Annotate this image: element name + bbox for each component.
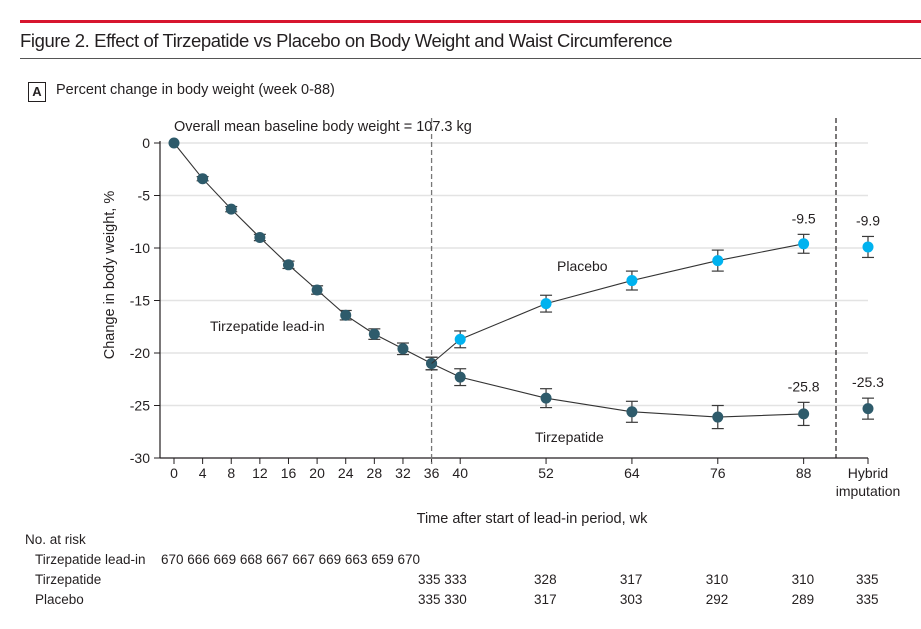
y-tick-label: -10	[130, 240, 150, 256]
placebo-end-value-label: -9.5	[792, 210, 816, 226]
risk-cell: 328	[534, 572, 557, 587]
risk-cell: 335 333	[418, 572, 467, 587]
x-tick-label: 36	[424, 465, 440, 481]
risk-cell: 335	[856, 592, 879, 607]
y-axis-label: Change in body weight, %	[102, 191, 118, 360]
tirzepatide-lead-in-point	[368, 328, 380, 340]
risk-cell: 317	[619, 572, 643, 587]
placebo-point	[798, 238, 810, 250]
placebo-point	[540, 298, 552, 310]
tirzepatide-lead-in-point	[397, 343, 409, 355]
series-label-lead-in: Tirzepatide lead-in	[210, 318, 325, 334]
placebo-point	[712, 255, 724, 267]
panel-title: Percent change in body weight (week 0-88…	[56, 82, 335, 98]
y-tick-label: -15	[130, 293, 150, 309]
tirzepatide-lead-in-point	[168, 137, 180, 149]
risk-row-label-lead-in: Tirzepatide lead-in	[35, 552, 146, 567]
risk-row-label-tirzepatide: Tirzepatide	[35, 572, 102, 587]
figure-title: Figure 2. Effect of Tirzepatide vs Place…	[20, 30, 673, 51]
tirzepatide-lead-in-point	[197, 173, 209, 185]
tirzepatide-lead-in-point	[254, 232, 266, 243]
x-tick-label-hybrid: Hybrid	[848, 465, 888, 481]
x-tick-label: 64	[624, 465, 640, 481]
header-accent-rule	[20, 20, 921, 23]
tirzepatide-point	[798, 408, 810, 420]
tirzepatide-lead-in-point	[225, 203, 237, 215]
x-tick-label: 8	[227, 465, 235, 481]
tirzepatide-line	[431, 363, 804, 418]
series-label-tirzepatide: Tirzepatide	[535, 429, 604, 445]
axes: 0 -5 -10 -15 -20 -25 -30 0 4 8 12 16 20 24 28 32 36 40 52 6…	[130, 118, 901, 499]
tirzepatide-hybrid-point	[862, 403, 874, 415]
placebo-point	[454, 333, 466, 345]
x-tick-label: 88	[796, 465, 812, 481]
risk-table-heading: No. at risk	[25, 532, 86, 547]
tirzepatide-hybrid-value-label: -25.3	[852, 374, 884, 390]
risk-cell: 335	[856, 572, 879, 587]
placebo-line	[431, 243, 804, 364]
baseline-annotation: Overall mean baseline body weight = 107.…	[174, 119, 472, 135]
placebo-hybrid-point	[862, 241, 874, 253]
risk-row-label-placebo: Placebo	[35, 592, 84, 607]
y-tick-label: -5	[138, 188, 151, 204]
x-tick-label: 12	[252, 465, 268, 481]
risk-cell: 289	[791, 592, 815, 607]
risk-cell: 303	[619, 592, 643, 607]
series-layer: -25.8 -25.3 -9.5 -9.9	[168, 137, 884, 430]
tirzepatide-point	[626, 406, 638, 418]
series-label-placebo: Placebo	[557, 258, 608, 274]
risk-cell: 310	[791, 572, 815, 587]
y-tick-label: 0	[142, 135, 150, 151]
tirzepatide-end-value-label: -25.8	[788, 378, 820, 394]
tirzepatide-lead-in-point	[311, 284, 323, 296]
x-tick-label: 24	[338, 465, 354, 481]
x-axis-label: Time after start of lead-in period, wk	[417, 511, 648, 527]
y-tick-label: -25	[130, 398, 150, 414]
title-divider	[20, 58, 921, 59]
tirzepatide-point	[454, 371, 466, 383]
tirzepatide-lead-in-line	[173, 142, 432, 364]
x-tick-label: 40	[452, 465, 468, 481]
tirzepatide-point	[712, 411, 724, 423]
x-tick-label: 28	[367, 465, 383, 481]
panel-letter: A	[28, 82, 46, 102]
gridlines	[160, 142, 868, 407]
y-tick-label: -20	[130, 345, 150, 361]
x-tick-label: 4	[199, 465, 207, 481]
risk-cell: 310	[705, 572, 729, 587]
risk-cell: 317	[534, 592, 557, 607]
tirzepatide-lead-in-point	[340, 309, 352, 321]
x-tick-label: 32	[395, 465, 411, 481]
x-tick-label: 0	[170, 465, 178, 481]
x-tick-label: 76	[710, 465, 726, 481]
x-tick-label: 20	[309, 465, 325, 481]
x-tick-label-hybrid: imputation	[836, 483, 901, 499]
tirzepatide-point	[540, 392, 552, 404]
x-tick-label: 52	[538, 465, 554, 481]
x-tick-label: 16	[281, 465, 297, 481]
risk-cell: 335 330	[418, 592, 467, 607]
risk-row-values-lead-in: 670 666 669 668 667 667 669 663 659 670	[161, 552, 420, 567]
placebo-hybrid-value-label: -9.9	[856, 212, 880, 228]
risk-cell: 292	[705, 592, 729, 607]
y-tick-label: -30	[130, 450, 150, 466]
placebo-point	[626, 275, 638, 287]
tirzepatide-lead-in-point	[282, 259, 294, 271]
